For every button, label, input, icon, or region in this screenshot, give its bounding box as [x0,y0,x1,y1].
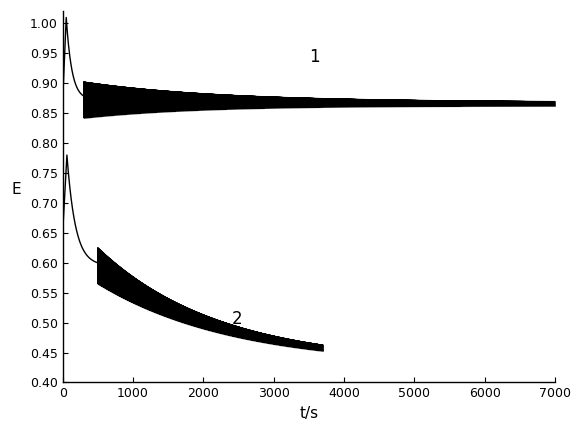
Text: 2: 2 [232,310,242,328]
Y-axis label: E: E [11,182,21,197]
X-axis label: t/s: t/s [299,406,318,421]
Text: 1: 1 [309,48,320,66]
